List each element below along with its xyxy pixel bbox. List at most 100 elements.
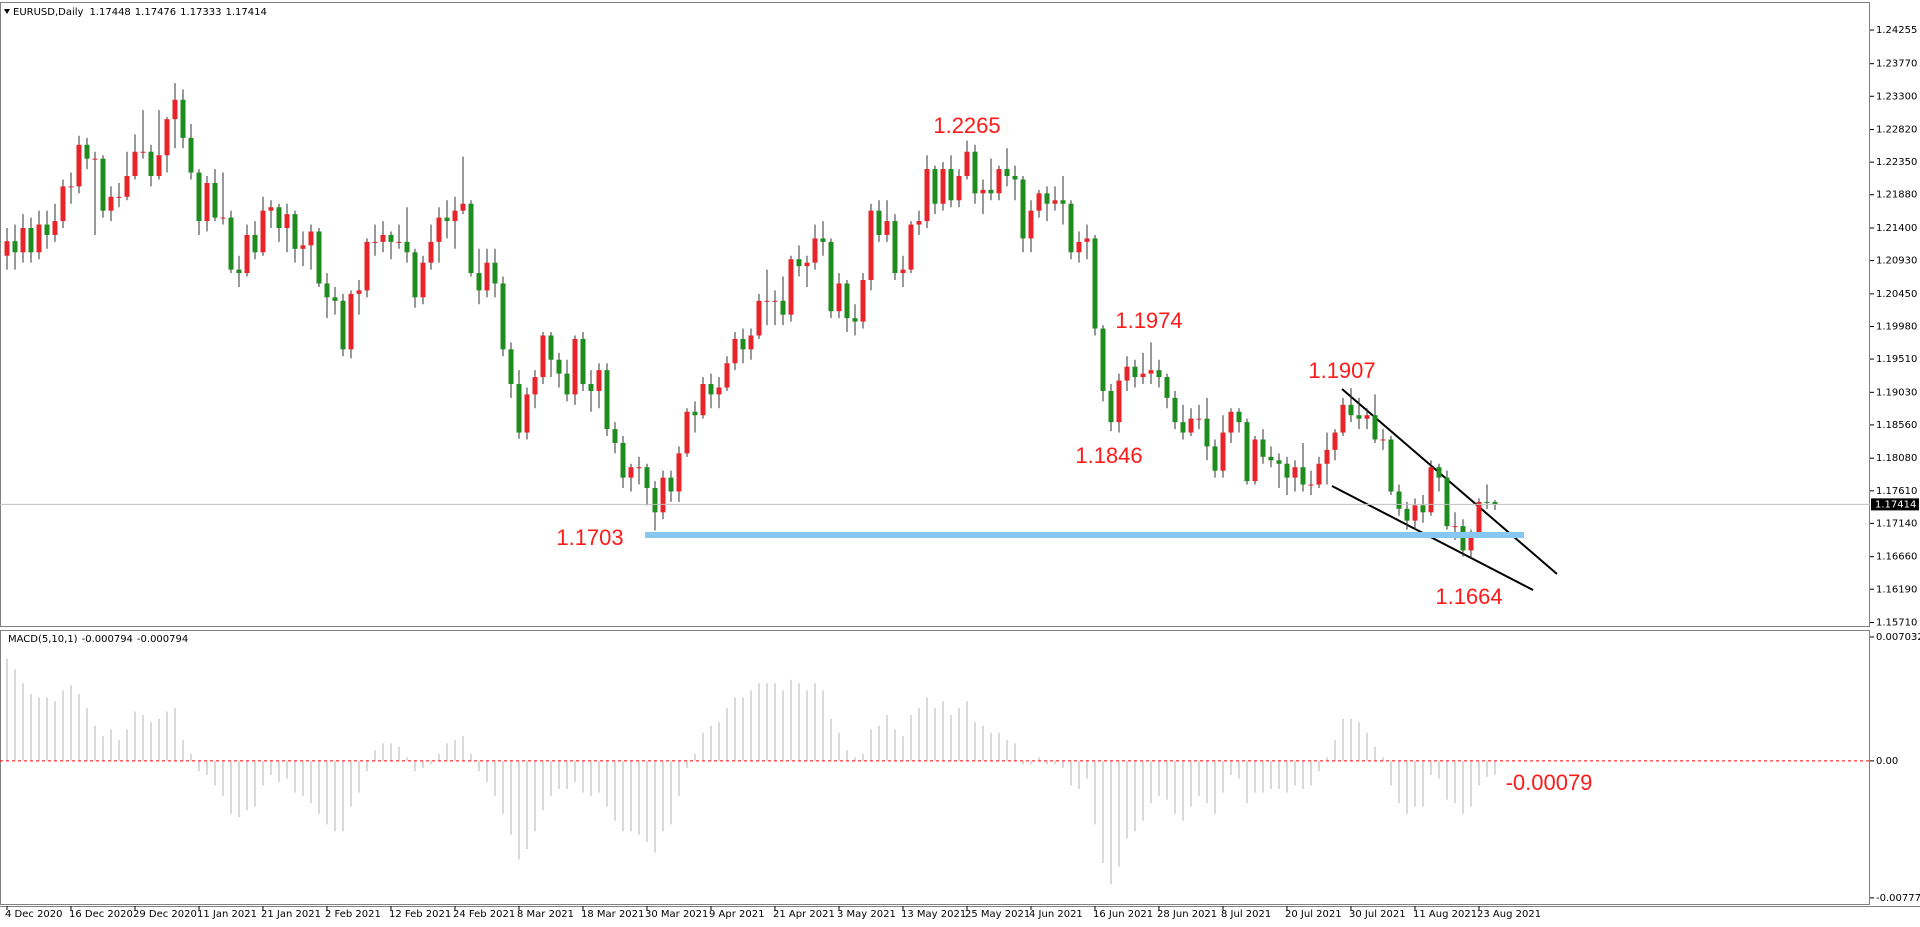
y-tick-label: 1.19030 bbox=[1876, 387, 1917, 398]
candle-body bbox=[980, 189, 986, 194]
candle-body bbox=[340, 300, 346, 350]
y-tick-label: 1.19510 bbox=[1876, 354, 1917, 365]
candle-body bbox=[284, 214, 290, 229]
candle-body bbox=[20, 228, 26, 253]
candle-body bbox=[1308, 484, 1314, 486]
x-tick-label: 3 May 2021 bbox=[837, 909, 896, 920]
y-tick-label: 1.20930 bbox=[1876, 256, 1917, 267]
candle-body bbox=[916, 221, 922, 225]
candle-body bbox=[596, 370, 602, 391]
y-tick-label: 1.24255 bbox=[1876, 25, 1917, 36]
candle-body bbox=[156, 155, 162, 177]
x-tick-label: 23 Aug 2021 bbox=[1477, 909, 1541, 920]
candle-body bbox=[764, 300, 770, 302]
candle-body bbox=[532, 377, 538, 395]
candle-body bbox=[988, 189, 994, 194]
x-tick-label: 16 Jun 2021 bbox=[1093, 909, 1153, 920]
price-annotation: 1.1664 bbox=[1435, 584, 1502, 609]
candle-body bbox=[1100, 328, 1106, 391]
candle-body bbox=[1228, 411, 1234, 433]
x-tick-label: 9 Apr 2021 bbox=[709, 909, 764, 920]
candle-body bbox=[636, 467, 642, 469]
y-tick-label: 1.18560 bbox=[1876, 420, 1917, 431]
candle-body bbox=[12, 241, 18, 253]
y-tick-label: 1.22350 bbox=[1876, 157, 1917, 168]
candle-body bbox=[276, 207, 282, 229]
candle-body bbox=[420, 262, 426, 298]
candle-body bbox=[1164, 377, 1170, 398]
price-annotation: 1.1703 bbox=[556, 525, 623, 550]
candle-body bbox=[812, 238, 818, 263]
candle-body bbox=[36, 224, 42, 253]
price-panel bbox=[0, 2, 1870, 627]
candle-body bbox=[1380, 439, 1386, 441]
candle-body bbox=[996, 169, 1002, 194]
x-tick-label: 29 Dec 2020 bbox=[133, 909, 197, 920]
candle-body bbox=[612, 429, 618, 443]
y-tick-label: 1.23300 bbox=[1876, 91, 1917, 102]
low-value: 1.17333 bbox=[180, 7, 221, 18]
candle-body bbox=[1140, 373, 1146, 378]
candle-body bbox=[1148, 370, 1154, 374]
candle-body bbox=[868, 210, 874, 281]
candle-body bbox=[308, 231, 314, 246]
candles bbox=[4, 83, 1498, 559]
y-tick-label: 1.16660 bbox=[1876, 552, 1917, 563]
x-tick-label: 8 Mar 2021 bbox=[517, 909, 574, 920]
x-tick-label: 24 Feb 2021 bbox=[453, 909, 515, 920]
candle-body bbox=[1076, 241, 1082, 253]
candle-body bbox=[460, 203, 466, 211]
candle-body bbox=[716, 387, 722, 395]
candle-body bbox=[668, 477, 674, 492]
candle-body bbox=[220, 217, 226, 219]
candle-body bbox=[76, 144, 82, 187]
current-price-label: 1.17414 bbox=[1875, 499, 1916, 510]
macd-value: -0.000794 bbox=[82, 634, 133, 645]
candle-body bbox=[1372, 415, 1378, 440]
candle-body bbox=[836, 283, 842, 312]
candle-body bbox=[748, 335, 754, 350]
candle-body bbox=[796, 259, 802, 267]
macd-title: MACD(5,10,1) bbox=[8, 634, 78, 645]
y-tick-label: 1.19980 bbox=[1876, 321, 1917, 332]
candle-body bbox=[700, 384, 706, 416]
candle-body bbox=[732, 338, 738, 364]
candle-body bbox=[708, 384, 714, 395]
candle-body bbox=[404, 241, 410, 253]
candle-body bbox=[1300, 467, 1306, 485]
candle-body bbox=[364, 241, 370, 291]
y-tick-label: 1.20450 bbox=[1876, 289, 1917, 300]
candle-body bbox=[644, 467, 650, 489]
candle-body bbox=[316, 231, 322, 284]
candle-body bbox=[68, 186, 74, 188]
candle-body bbox=[740, 338, 746, 350]
price-annotation: 1.1907 bbox=[1308, 358, 1375, 383]
candle-body bbox=[1044, 193, 1050, 204]
candle-body bbox=[1204, 418, 1210, 447]
y-tick-label: 1.16190 bbox=[1876, 584, 1917, 595]
candle-body bbox=[1284, 463, 1290, 478]
candle-body bbox=[684, 411, 690, 454]
candle-body bbox=[212, 182, 218, 218]
x-tick-label: 16 Dec 2020 bbox=[69, 909, 133, 920]
macd-header: MACD(5,10,1) -0.000794 -0.000794 bbox=[8, 634, 188, 645]
x-tick-label: 30 Jul 2021 bbox=[1349, 909, 1406, 920]
candle-body bbox=[1196, 418, 1202, 420]
candle-body bbox=[1036, 193, 1042, 211]
x-tick-label: 21 Apr 2021 bbox=[773, 909, 835, 920]
candle-body bbox=[548, 335, 554, 360]
candle-body bbox=[436, 217, 442, 242]
candle-body bbox=[1436, 467, 1442, 478]
candle-body bbox=[844, 283, 850, 319]
open-value: 1.17448 bbox=[89, 7, 130, 18]
candle-body bbox=[964, 151, 970, 177]
candle-body bbox=[1092, 238, 1098, 329]
candle-body bbox=[892, 221, 898, 274]
candle-body bbox=[628, 467, 634, 478]
candle-body bbox=[564, 373, 570, 395]
candle-body bbox=[260, 210, 266, 253]
candle-body bbox=[516, 384, 522, 433]
y-tick-label: 1.17610 bbox=[1876, 486, 1917, 497]
candle-body bbox=[1316, 463, 1322, 485]
